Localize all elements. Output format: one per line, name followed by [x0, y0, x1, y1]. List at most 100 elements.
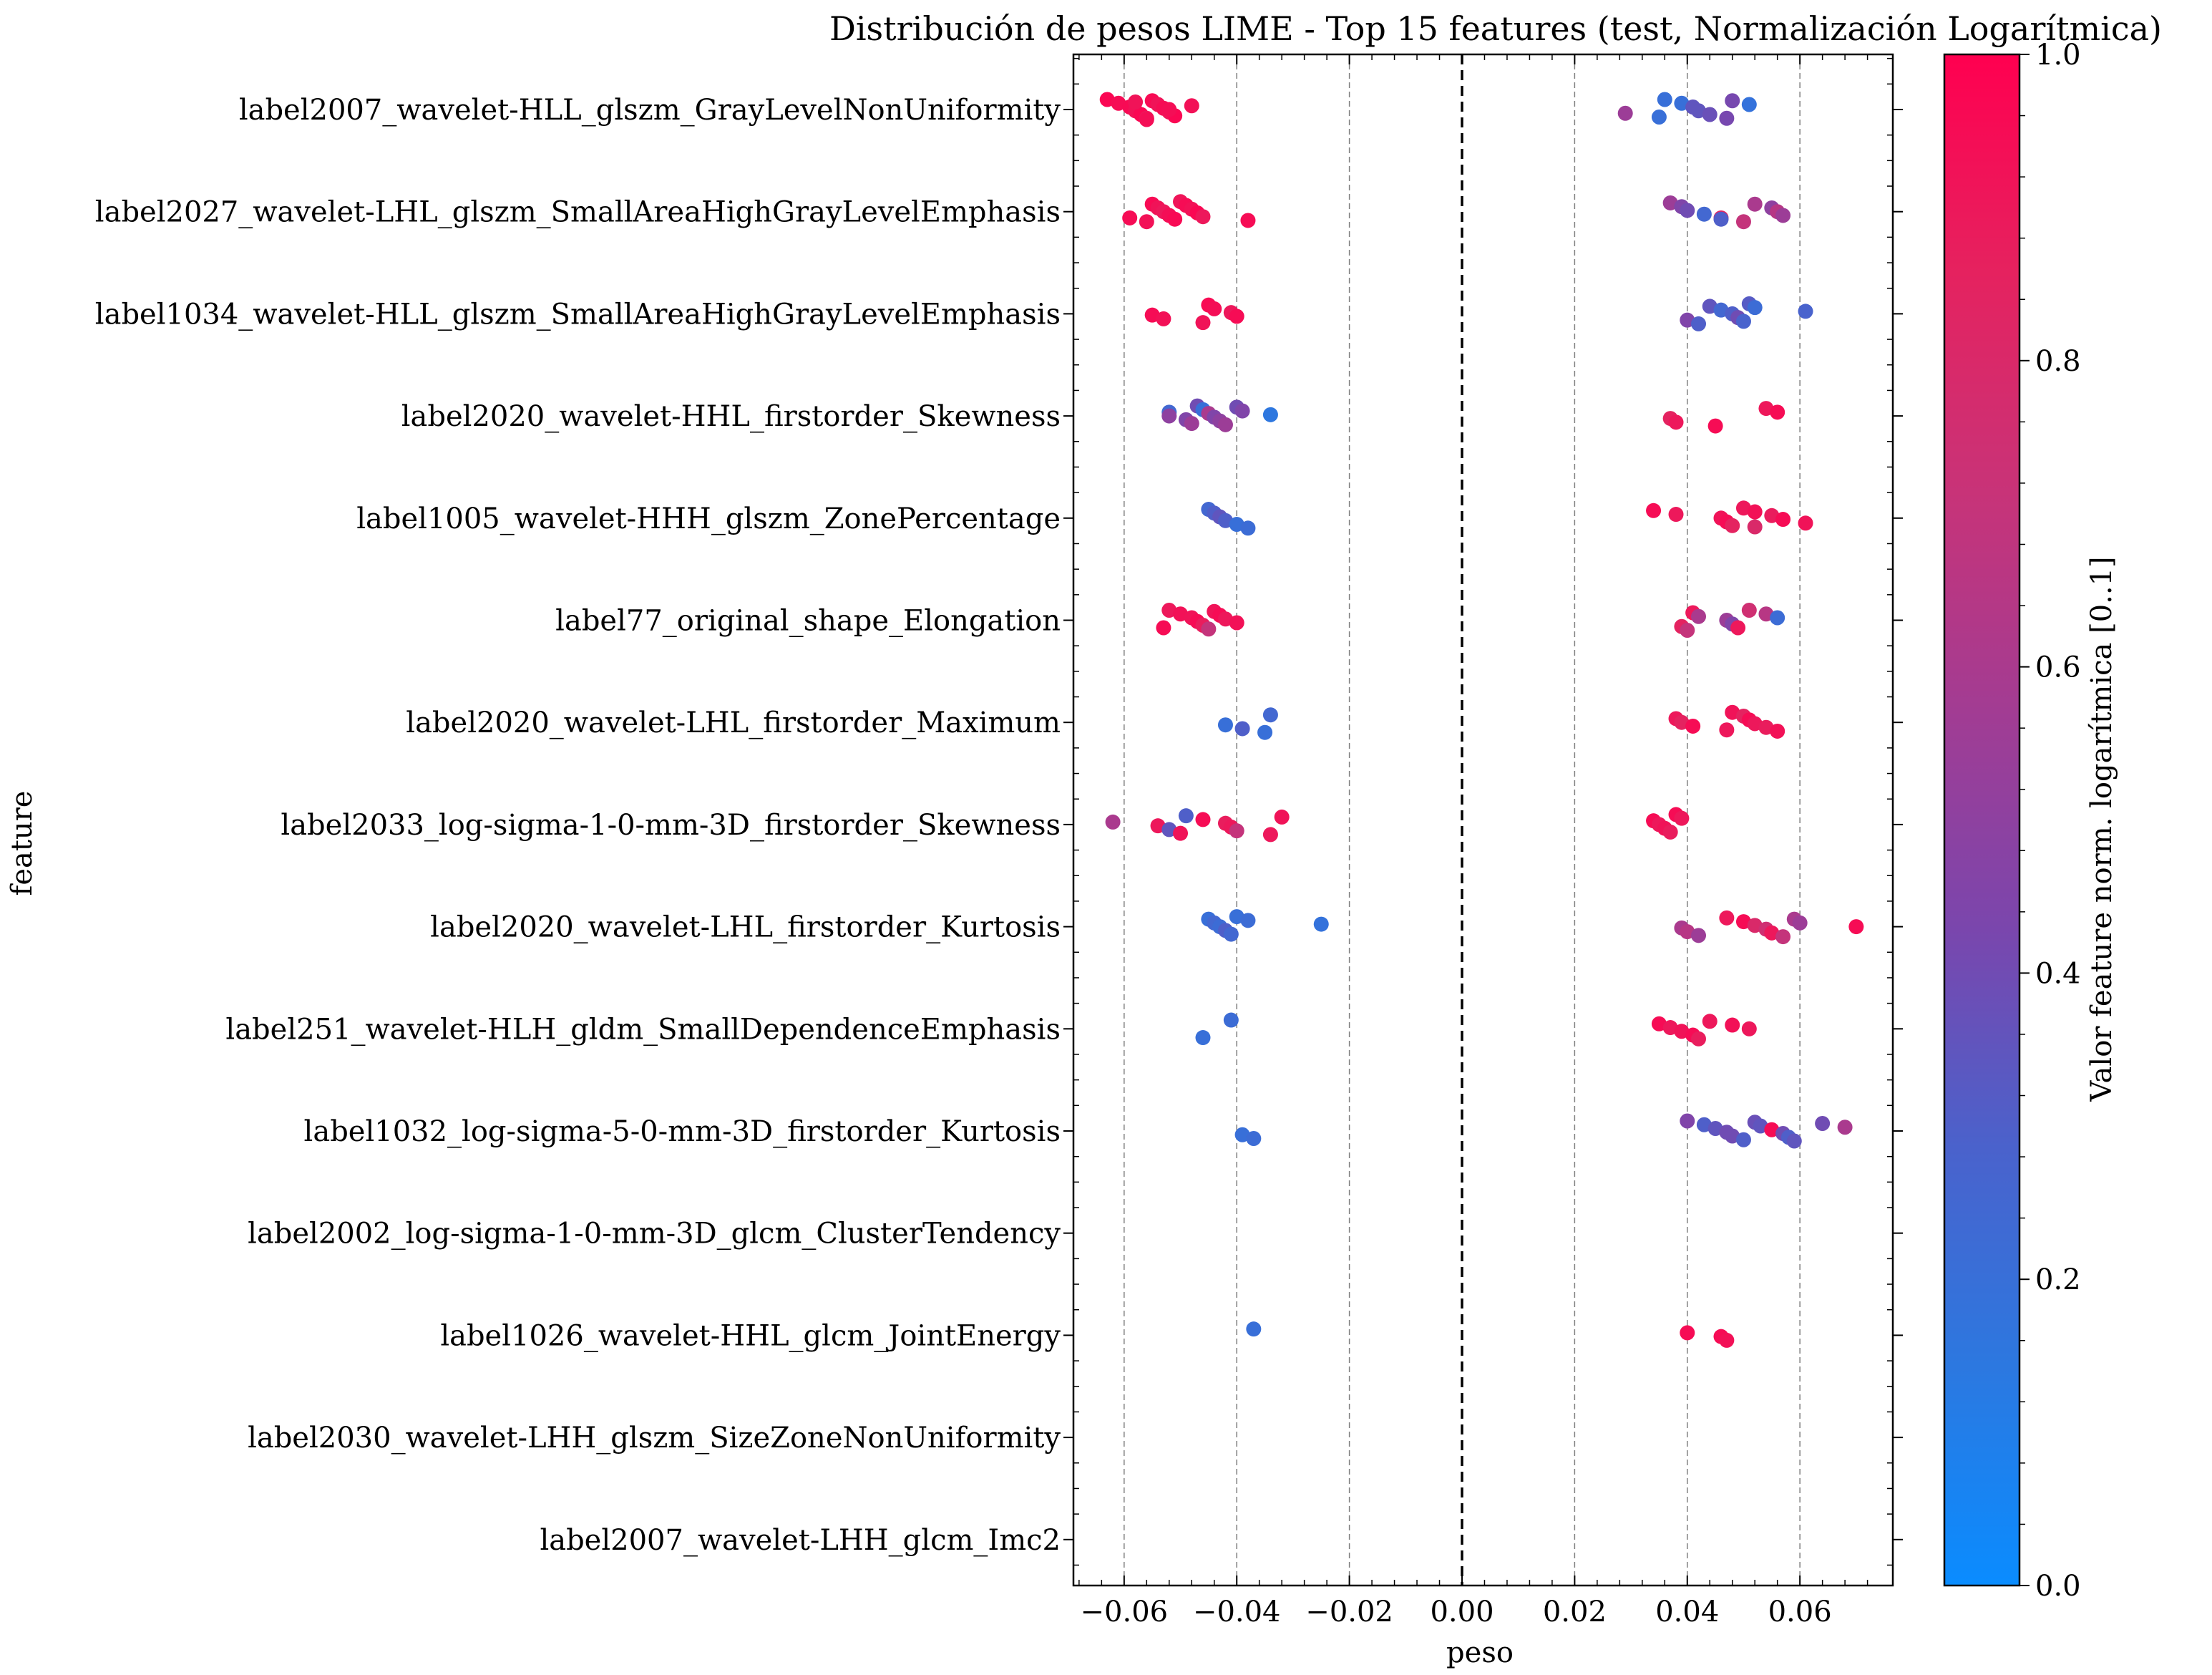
chart-title: Distribución de pesos LIME - Top 15 feat… — [829, 9, 2162, 48]
data-point — [1792, 915, 1808, 931]
data-point — [1223, 1012, 1239, 1028]
data-point — [1262, 407, 1278, 422]
data-point — [1837, 1120, 1853, 1135]
data-point — [1725, 518, 1740, 533]
data-point — [1691, 316, 1707, 331]
data-point — [1848, 919, 1864, 935]
data-point — [1798, 515, 1813, 531]
data-point — [1229, 615, 1244, 631]
data-point — [1770, 723, 1785, 739]
x-tick-label: −0.04 — [1193, 1596, 1281, 1628]
data-point — [1702, 107, 1718, 122]
data-point — [1719, 110, 1735, 126]
y-tick-label: label2030_wavelet-LHH_glszm_SizeZoneNonU… — [248, 1422, 1061, 1455]
data-point — [1735, 214, 1751, 230]
data-point — [1691, 1031, 1707, 1047]
data-point — [1229, 309, 1244, 324]
y-tick-label: label1026_wavelet-HHL_glcm_JointEnergy — [440, 1319, 1061, 1352]
plot-area: label2007_wavelet-HLL_glszm_GrayLevelNon… — [95, 53, 1903, 1628]
data-point — [1240, 520, 1256, 536]
x-tick-label: 0.00 — [1430, 1596, 1494, 1628]
data-point — [1246, 1131, 1262, 1146]
data-point — [1184, 416, 1199, 432]
data-point — [1719, 1332, 1735, 1348]
y-tick-label: label251_wavelet-HLH_gldm_SmallDependenc… — [225, 1013, 1061, 1046]
data-point — [1775, 208, 1791, 223]
data-point — [1680, 203, 1695, 218]
data-point — [1240, 913, 1256, 928]
y-tick-label: label2020_wavelet-HHL_firstorder_Skewnes… — [401, 400, 1061, 433]
data-point — [1668, 414, 1684, 430]
y-axis-label: feature — [6, 791, 39, 896]
y-tick-label: label1034_wavelet-HLL_glszm_SmallAreaHig… — [95, 298, 1061, 331]
data-point — [1195, 1030, 1211, 1046]
data-point — [1657, 92, 1672, 107]
y-tick-label: label2020_wavelet-LHL_firstorder_Kurtosi… — [430, 911, 1061, 944]
data-point — [1707, 418, 1723, 434]
x-tick-label: 0.06 — [1768, 1596, 1832, 1628]
data-point — [1680, 1325, 1695, 1341]
data-point — [1735, 1132, 1751, 1147]
y-tick-label: label2007_wavelet-LHH_glcm_Imc2 — [540, 1524, 1061, 1557]
data-point — [1173, 825, 1189, 841]
data-point — [1786, 1133, 1802, 1149]
y-tick-label: label1032_log-sigma-5-0-mm-3D_firstorder… — [304, 1115, 1061, 1148]
data-point — [1195, 209, 1211, 225]
y-tick-label: label2002_log-sigma-1-0-mm-3D_glcm_Clust… — [248, 1218, 1061, 1251]
data-point — [1747, 504, 1763, 520]
data-point — [1674, 810, 1690, 826]
data-point — [1156, 311, 1171, 326]
data-point — [1685, 718, 1701, 734]
data-point — [1167, 211, 1183, 227]
data-point — [1161, 408, 1177, 424]
colorbar-tick-label: 0.6 — [2035, 651, 2081, 684]
data-point — [1730, 620, 1746, 636]
data-point — [1195, 315, 1211, 331]
data-point — [1770, 610, 1785, 626]
data-point — [1139, 112, 1154, 127]
colorbar: 0.0 0.2 0.4 0.6 0.8 1.0 — [1943, 39, 2081, 1603]
data-point — [1234, 721, 1250, 737]
data-point — [1662, 824, 1678, 840]
data-point — [1680, 1113, 1695, 1129]
data-point — [1139, 214, 1154, 230]
data-point — [1246, 1321, 1262, 1337]
data-point — [1229, 823, 1244, 839]
data-point — [1725, 93, 1740, 109]
y-tick-label: label2027_wavelet-LHL_glszm_SmallAreaHig… — [95, 196, 1061, 229]
data-point — [1747, 300, 1763, 316]
data-point — [1735, 314, 1751, 329]
colorbar-gradient — [1943, 53, 2021, 1587]
data-point — [1725, 1017, 1740, 1033]
data-point — [1815, 1116, 1831, 1131]
data-point — [1234, 403, 1250, 419]
x-axis-label: peso — [1446, 1636, 1514, 1669]
data-point — [1775, 929, 1791, 945]
data-point — [1217, 417, 1233, 432]
data-point — [1201, 621, 1217, 637]
data-point — [1798, 304, 1813, 319]
y-tick-label: label2033_log-sigma-1-0-mm-3D_firstorder… — [281, 809, 1061, 842]
data-point — [1741, 603, 1757, 618]
data-point — [1770, 404, 1785, 420]
plot-frame — [1072, 53, 1894, 1587]
data-point — [1747, 196, 1763, 212]
y-tick-label: label2020_wavelet-LHL_firstorder_Maximum — [406, 707, 1061, 739]
data-point — [1156, 620, 1171, 636]
data-point — [1651, 110, 1667, 125]
colorbar-tick-label: 0.8 — [2035, 345, 2081, 378]
data-point — [1207, 301, 1222, 316]
colorbar-label: Valor feature norm. logarítmica [0..1] — [2085, 556, 2118, 1102]
data-point — [1747, 519, 1763, 535]
data-point — [1161, 102, 1177, 117]
data-point — [1178, 808, 1194, 824]
y-tick-label: label77_original_shape_Elongation — [555, 605, 1061, 638]
data-point — [1713, 211, 1729, 227]
data-point — [1741, 1021, 1757, 1036]
y-tick-label: label1005_wavelet-HHH_glszm_ZonePercenta… — [356, 502, 1061, 535]
colorbar-tick-label: 0.0 — [2035, 1570, 2081, 1603]
data-point — [1313, 916, 1329, 932]
data-point — [1646, 502, 1662, 518]
data-point — [1128, 94, 1144, 110]
